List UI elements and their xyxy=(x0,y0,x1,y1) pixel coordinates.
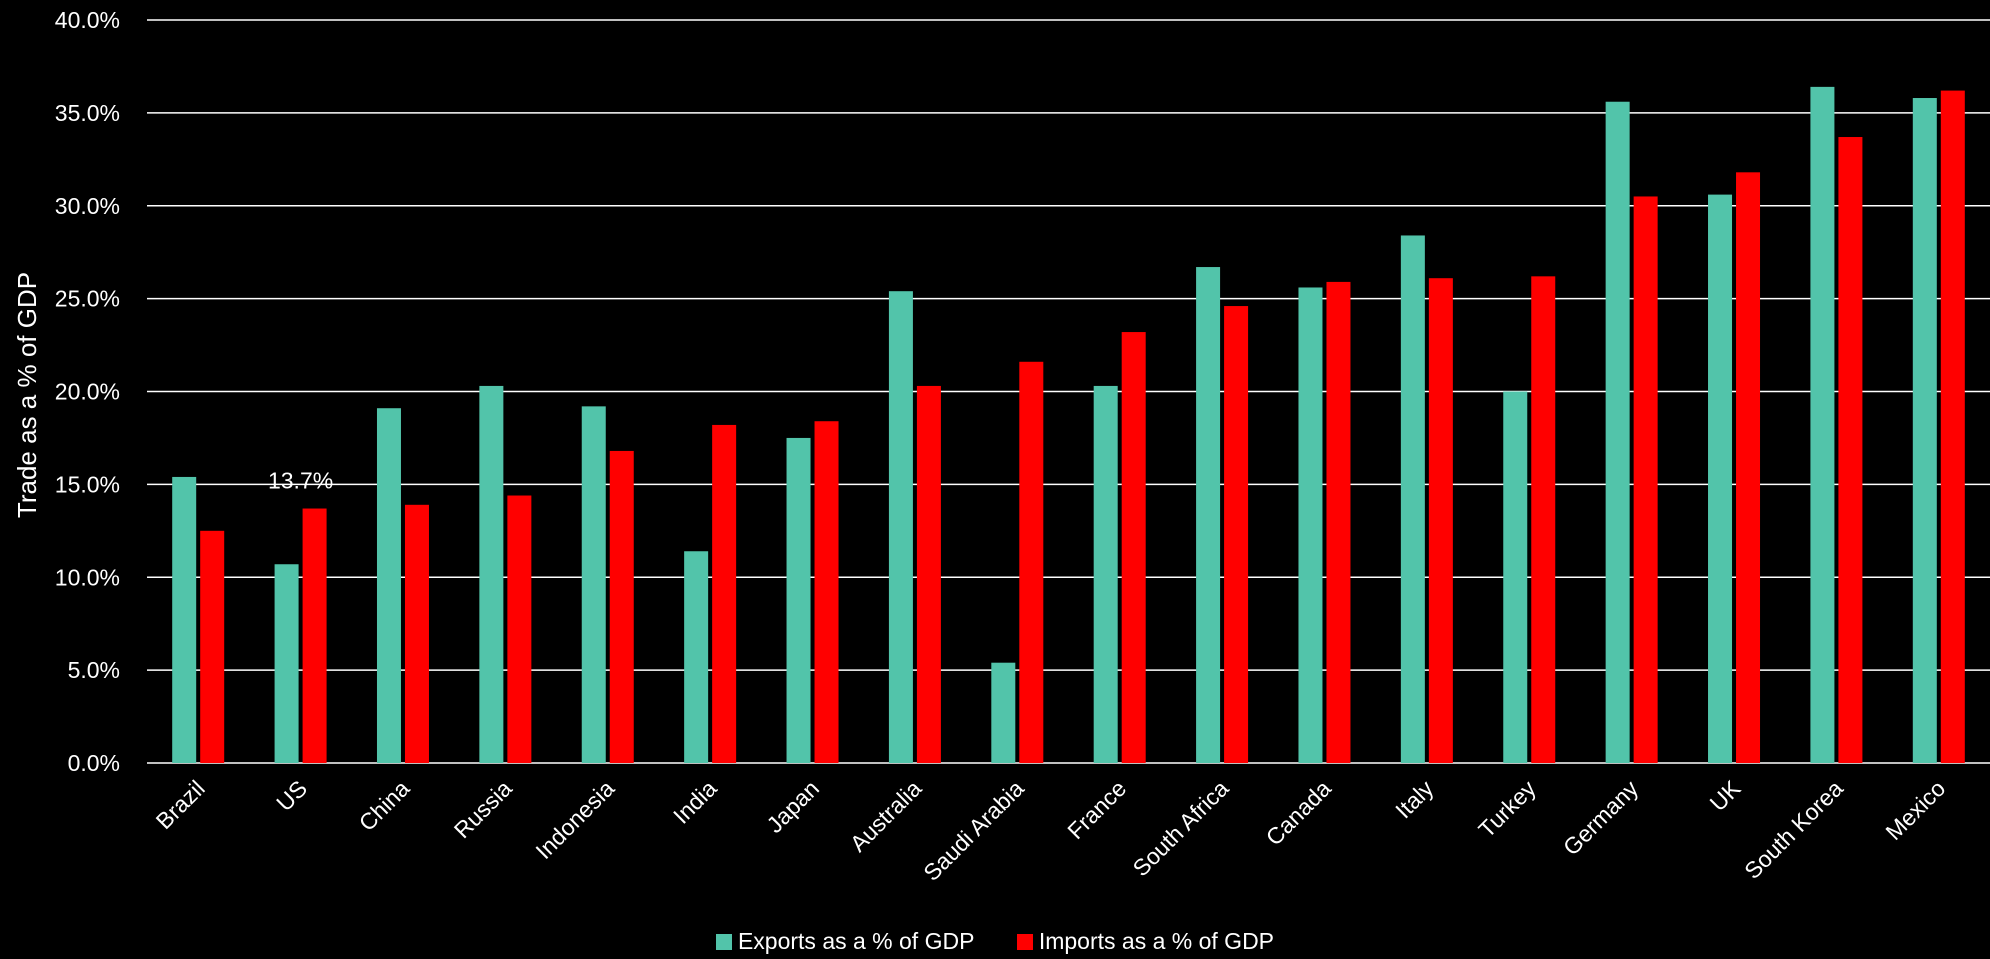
y-axis-ticks: 0.0% 5.0% 10.0% 15.0% 20.0% 25.0% 30.0% 35.0% 40… xyxy=(55,7,120,776)
legend-swatch-exports xyxy=(715,933,732,950)
y-tick-label: 40.0% xyxy=(55,7,120,33)
bar-imports-saudi-arabia xyxy=(1019,361,1044,763)
x-tick-label: Italy xyxy=(1390,775,1439,824)
bar-exports-mexico xyxy=(1912,98,1937,763)
y-tick-label: 30.0% xyxy=(55,193,120,219)
bar-imports-china xyxy=(404,504,429,763)
bar-imports-brazil xyxy=(200,530,225,763)
y-tick-label: 0.0% xyxy=(68,750,120,776)
legend: Exports as a % of GDP Imports as a % of … xyxy=(0,928,1990,956)
bar-imports-italy xyxy=(1428,278,1453,763)
bar-exports-china xyxy=(376,408,401,763)
legend-swatch-imports xyxy=(1016,933,1033,950)
bar-imports-uk xyxy=(1736,172,1761,763)
y-tick-label: 35.0% xyxy=(55,100,120,126)
bar-imports-germany xyxy=(1633,196,1658,763)
x-tick-label: China xyxy=(354,775,415,836)
x-tick-label: Saudi Arabia xyxy=(918,775,1029,886)
y-tick-label: 15.0% xyxy=(55,471,120,497)
bar-exports-uk xyxy=(1708,194,1733,764)
y-tick-label: 25.0% xyxy=(55,286,120,312)
bar-exports-brazil xyxy=(172,476,197,763)
bar-imports-russia xyxy=(507,495,532,763)
legend-item-exports[interactable]: Exports as a % of GDP xyxy=(715,928,975,955)
x-tick-label: Japan xyxy=(761,775,824,838)
bars xyxy=(172,86,1965,764)
x-tick-label: India xyxy=(668,775,722,829)
bar-imports-japan xyxy=(814,421,839,763)
bar-imports-turkey xyxy=(1531,276,1556,763)
y-tick-label: 5.0% xyxy=(68,657,120,683)
x-axis-ticks: Brazil US China Russia Indonesia India Japan Au… xyxy=(151,775,1951,886)
bar-imports-south-africa xyxy=(1224,306,1249,763)
x-tick-label: Turkey xyxy=(1473,775,1541,843)
bar-exports-canada xyxy=(1298,287,1323,763)
bar-exports-us xyxy=(274,564,299,763)
x-tick-label: UK xyxy=(1705,775,1746,816)
y-tick-label: 20.0% xyxy=(55,379,120,405)
x-tick-label: Germany xyxy=(1558,775,1644,861)
bar-exports-turkey xyxy=(1503,391,1528,763)
data-label-annotation: 13.7% xyxy=(268,468,333,494)
x-tick-label: Russia xyxy=(449,775,517,843)
x-tick-label: Brazil xyxy=(151,775,210,834)
bar-imports-indonesia xyxy=(609,450,634,763)
annotations: 13.7% xyxy=(268,468,333,494)
x-tick-label: Mexico xyxy=(1880,775,1950,845)
bar-exports-italy xyxy=(1400,235,1425,764)
x-tick-label: France xyxy=(1062,775,1131,844)
bar-exports-indonesia xyxy=(581,406,606,763)
bar-exports-south-korea xyxy=(1810,86,1835,764)
bar-imports-canada xyxy=(1326,281,1351,763)
legend-item-imports[interactable]: Imports as a % of GDP xyxy=(1016,928,1275,955)
legend-label-exports: Exports as a % of GDP xyxy=(737,928,975,954)
x-tick-label: Indonesia xyxy=(530,775,619,864)
bar-imports-south-korea xyxy=(1838,137,1863,763)
y-tick-label: 10.0% xyxy=(55,564,120,590)
y-axis-title: Trade as a % of GDP xyxy=(12,272,42,518)
bar-imports-us xyxy=(302,508,327,763)
bar-exports-south-africa xyxy=(1196,267,1221,763)
bar-exports-japan xyxy=(786,437,811,763)
bar-exports-germany xyxy=(1605,101,1630,764)
legend-label-imports: Imports as a % of GDP xyxy=(1038,928,1275,954)
bar-exports-france xyxy=(1093,385,1118,763)
bar-exports-russia xyxy=(479,385,504,763)
bar-imports-india xyxy=(712,424,737,763)
x-tick-label: South Korea xyxy=(1739,775,1848,884)
x-tick-label: US xyxy=(271,775,312,816)
bar-exports-australia xyxy=(888,291,913,763)
x-tick-label: Canada xyxy=(1261,775,1337,851)
bar-imports-australia xyxy=(916,385,941,763)
gridlines xyxy=(147,19,1990,764)
bar-imports-france xyxy=(1121,332,1146,763)
bar-imports-mexico xyxy=(1940,90,1965,763)
x-tick-label: Australia xyxy=(845,775,927,857)
bar-exports-saudi-arabia xyxy=(991,662,1016,763)
x-tick-label: South Africa xyxy=(1128,775,1234,881)
bar-exports-india xyxy=(684,551,709,763)
